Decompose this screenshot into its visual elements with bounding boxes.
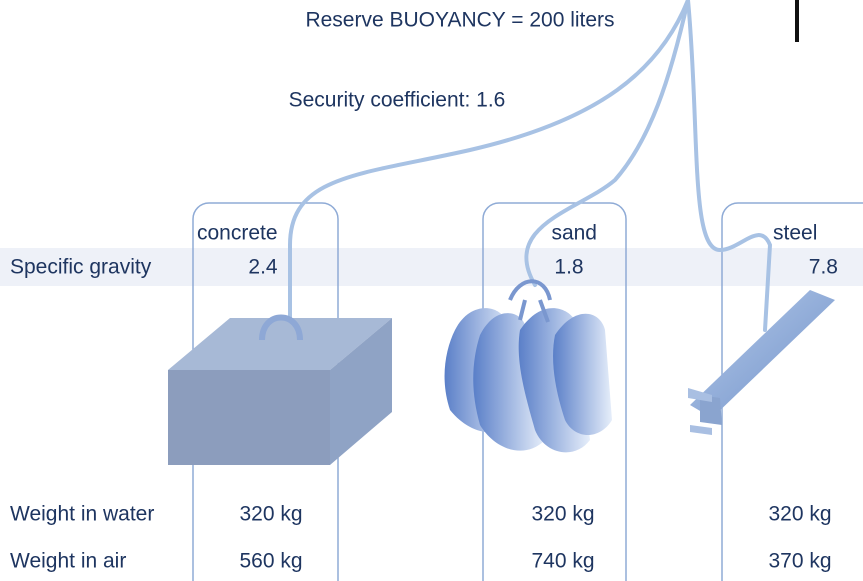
weight-in-water: 320 kg <box>768 503 831 526</box>
buoyancy: Reserve BUOYANCY = 200 liters <box>305 9 614 32</box>
marker-bar <box>795 0 799 42</box>
steel-beam <box>688 290 835 435</box>
material: sand <box>551 222 597 245</box>
row-label: Specific gravity <box>10 256 152 279</box>
row-label: Weight in air <box>10 550 126 573</box>
material: steel <box>773 222 817 245</box>
diagram: Reserve BUOYANCY = 200 liters Security c… <box>0 0 863 581</box>
row-label: Weight in water <box>10 503 154 526</box>
specific-gravity: 1.8 <box>554 256 583 279</box>
weight-in-water: 320 kg <box>239 503 302 526</box>
coefficient: Security coefficient: 1.6 <box>289 89 506 112</box>
specific-gravity: 2.4 <box>248 256 278 279</box>
sand-bags <box>445 281 612 452</box>
weight-in-air: 740 kg <box>531 550 594 573</box>
specific-gravity: 7.8 <box>809 256 838 279</box>
weight-in-air: 370 kg <box>768 550 831 573</box>
weight-in-water: 320 kg <box>531 503 594 526</box>
material: concrete <box>197 222 278 245</box>
weight-in-air: 560 kg <box>239 550 302 573</box>
concrete-block <box>168 318 392 466</box>
